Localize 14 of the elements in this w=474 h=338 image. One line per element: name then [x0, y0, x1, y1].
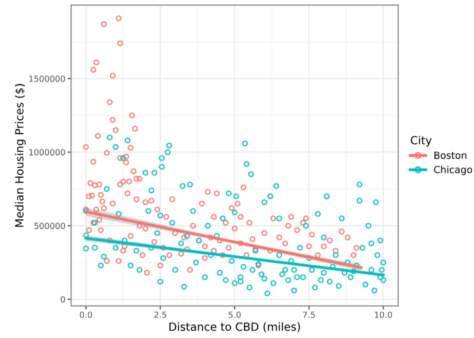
- x-tick-label: 5.0: [228, 312, 241, 318]
- y-tick-label: 1000000: [29, 149, 65, 156]
- x-tick-label: 0.0: [80, 312, 92, 318]
- x-tick-label: 7.5: [303, 312, 315, 318]
- x-tick-label: 2.5: [154, 312, 166, 318]
- y-axis-title: Median Housing Prices ($): [14, 84, 26, 227]
- legend-label: Chicago: [434, 166, 472, 176]
- x-tick-label: 10.0: [374, 312, 392, 318]
- y-tick-label: 500000: [34, 222, 65, 230]
- y-tick-label: 0: [60, 296, 65, 303]
- y-tick-label: 1500000: [29, 76, 65, 82]
- legend-title: City: [410, 136, 432, 147]
- legend-label: Boston: [434, 152, 466, 159]
- x-axis-title: Distance to CBD (miles): [169, 322, 300, 332]
